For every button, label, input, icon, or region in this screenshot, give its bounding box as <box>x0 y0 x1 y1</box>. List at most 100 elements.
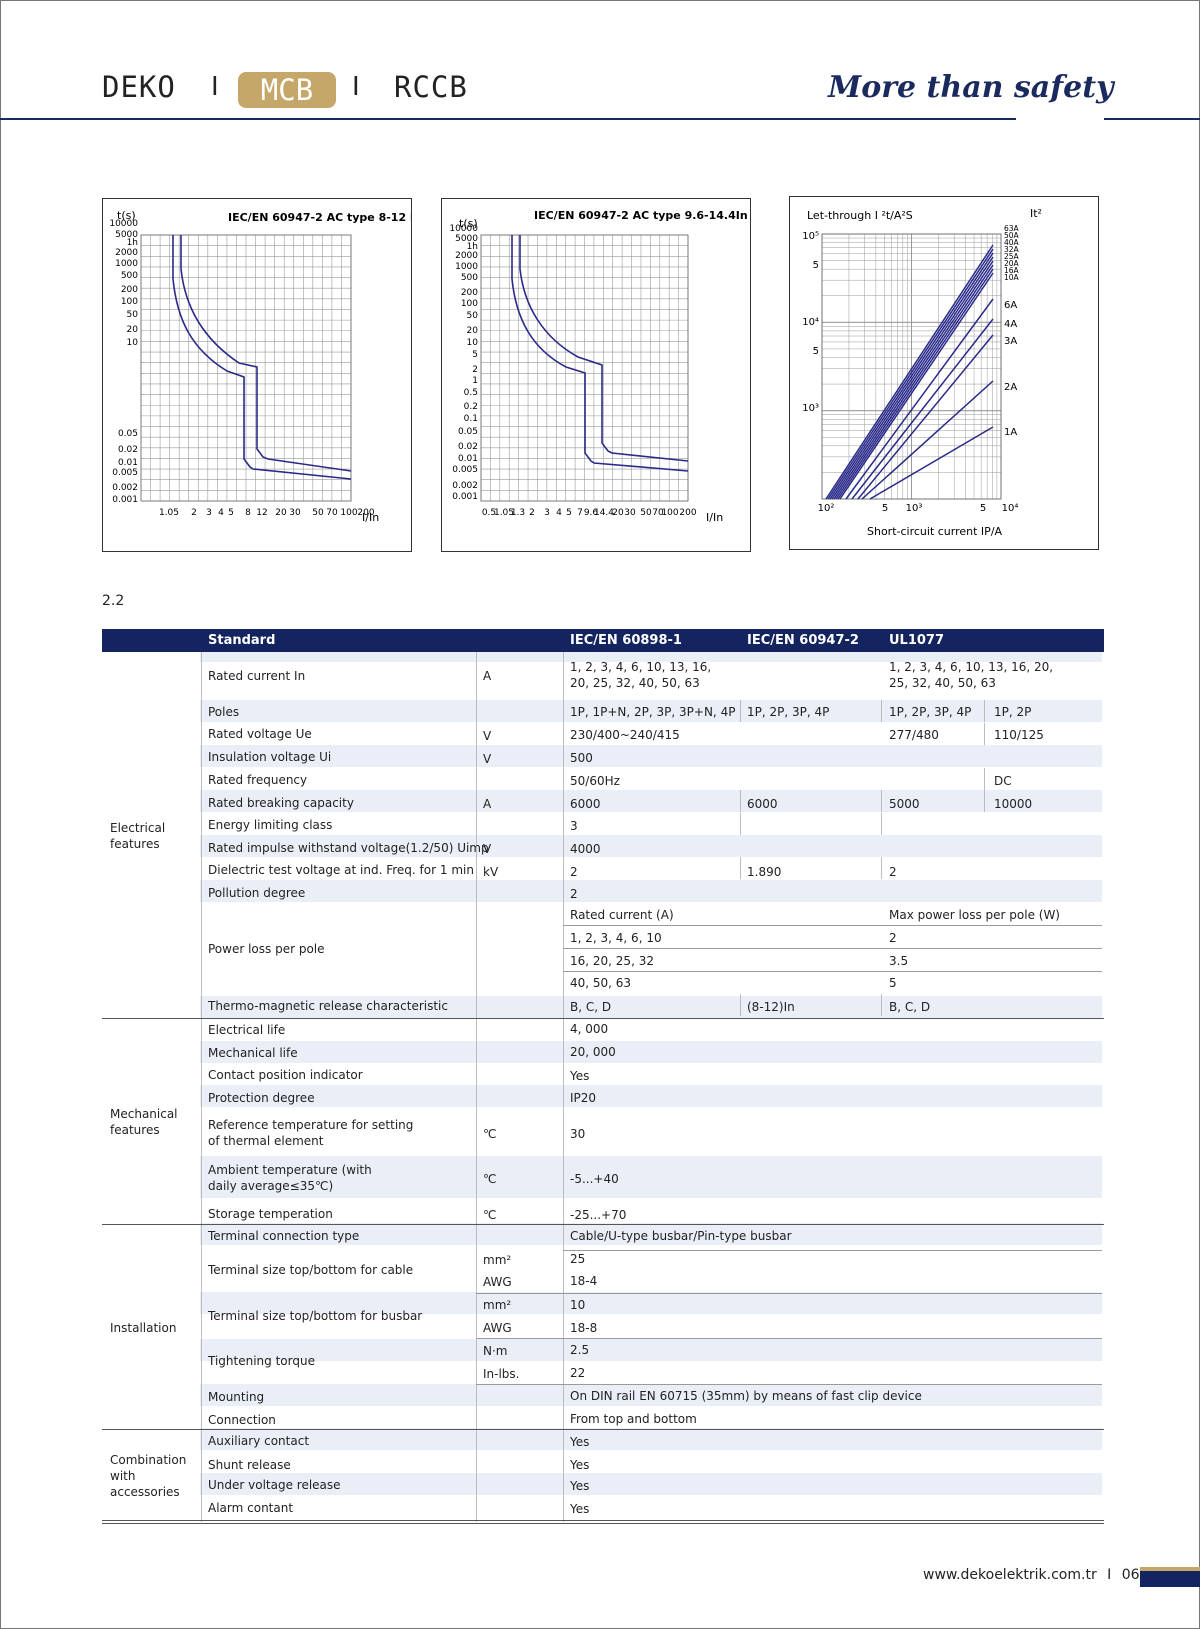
row-label: Poles <box>208 705 240 719</box>
row-band <box>200 1384 1102 1406</box>
row-divider <box>563 948 1102 949</box>
row-unit: V <box>483 842 492 856</box>
y-tick-label: 200 <box>461 288 478 298</box>
chart-3-title: Let-through I ²t/A²S <box>807 209 913 222</box>
x-tick-label: 9.6 <box>584 508 599 518</box>
row-band <box>200 1223 1102 1245</box>
row-value: IP20 <box>570 1091 597 1105</box>
y-tick-label: 10000 <box>449 224 478 234</box>
chart-2-ylabel: t(s) <box>459 217 478 230</box>
column-divider <box>984 790 985 812</box>
column-divider <box>984 768 985 790</box>
column-divider <box>984 700 985 722</box>
header-iec-60947: IEC/EN 60947-2 <box>747 633 859 648</box>
row-value: 1P, 1P+N, 2P, 3P, 3P+N, 4P <box>570 705 736 719</box>
row-unit: In-lbs. <box>483 1367 520 1381</box>
column-divider <box>476 652 477 1522</box>
column-divider <box>740 813 741 835</box>
y-tick-label: 10000 <box>109 219 138 229</box>
group-label-combination: accessories <box>110 1485 180 1499</box>
trip-curve <box>511 235 689 472</box>
row-unit: N·m <box>483 1344 508 1358</box>
y-tick-label: 0.05 <box>118 429 138 439</box>
x-tick-label: 1.3 <box>511 508 525 518</box>
plot-area <box>480 234 689 502</box>
row-value: 1, 2, 3, 4, 6, 10, 13, 16, 20, <box>889 660 1054 674</box>
row-divider <box>102 1429 1104 1430</box>
group-label-combination: Combination <box>110 1453 187 1467</box>
row-label: Terminal connection type <box>208 1229 360 1243</box>
row-divider <box>102 1018 1104 1019</box>
footer-url[interactable]: www.dekoelektrik.com.tr I 06 <box>923 1567 1140 1583</box>
row-value: 10000 <box>994 797 1033 811</box>
row-value: 1P, 2P, 3P, 4P <box>747 705 830 719</box>
x-tick-label: 20 <box>275 508 287 518</box>
row-label: Pollution degree <box>208 886 306 900</box>
plot-area <box>821 233 1002 500</box>
row-value: Yes <box>570 1069 590 1083</box>
series-label: 6A <box>1004 300 1017 311</box>
y-tick-label: 2000 <box>455 251 478 261</box>
x-tick-label: 5 <box>566 508 572 518</box>
website-link[interactable]: www.dekoelektrik.com.tr <box>923 1567 1097 1583</box>
header-ul1077: UL1077 <box>889 633 945 648</box>
row-value: 5 <box>889 976 897 990</box>
y-tick-label: 0.5 <box>464 388 478 398</box>
series-label: 4A <box>1004 319 1017 330</box>
tab-rccb[interactable]: RCCB <box>394 70 468 104</box>
x-tick-label: 70 <box>652 508 664 518</box>
header-rule <box>1104 118 1200 120</box>
series-label: 3A <box>1004 336 1017 347</box>
row-label: Contact position indicator <box>208 1068 363 1082</box>
let-through-line <box>861 380 994 500</box>
chart-1-svg: t(s) IEC/EN 60947-2 AC type 8-12 In I/In… <box>109 209 411 524</box>
y-tick-label: 50 <box>127 310 139 320</box>
trip-curve <box>519 235 689 462</box>
footer-separator: I <box>1107 1567 1112 1583</box>
trip-curve <box>172 235 352 480</box>
column-divider <box>881 857 882 879</box>
y-tick-label: 0.002 <box>112 483 138 493</box>
x-tick-label: 200 <box>679 508 696 518</box>
column-divider <box>740 994 741 1016</box>
x-tick-label: 7 <box>577 508 583 518</box>
group-label-installation: Installation <box>110 1321 177 1335</box>
let-through-line <box>831 256 994 500</box>
row-label: Thermo-magnetic release characteristic <box>208 999 448 1013</box>
row-value: -5...+40 <box>570 1172 619 1186</box>
chart-1-ylabel: t(s) <box>117 209 136 222</box>
row-value: 1P, 2P <box>994 705 1032 719</box>
footer-accent <box>1140 1567 1200 1571</box>
tab-mcb[interactable]: MCB <box>238 72 336 108</box>
row-value: 22 <box>570 1366 586 1380</box>
row-value: 277/480 <box>889 728 939 742</box>
row-label: Electrical life <box>208 1023 286 1037</box>
let-through-line <box>837 268 994 500</box>
row-band <box>200 652 1102 662</box>
row-value: 10 <box>570 1298 586 1312</box>
plot-area <box>140 234 352 502</box>
series-label: 2A <box>1004 382 1017 393</box>
row-value: 50/60Hz <box>570 774 620 788</box>
row-value: B, C, D <box>570 1000 612 1014</box>
row-value: 16, 20, 25, 32 <box>570 954 654 968</box>
row-label: Insulation voltage Ui <box>208 750 332 764</box>
y-tick-label: 0.02 <box>458 442 478 452</box>
y-tick-label: 5000 <box>115 230 138 240</box>
x-tick-label: 2 <box>191 508 197 518</box>
x-tick-label: 4 <box>556 508 562 518</box>
row-value: Yes <box>570 1502 590 1516</box>
group-label-combination: with <box>110 1469 136 1483</box>
row-divider <box>476 1384 1102 1385</box>
y-tick-label: 0.005 <box>112 468 138 478</box>
let-through-line <box>851 318 994 500</box>
row-divider <box>563 971 1102 972</box>
row-value: 30 <box>570 1127 586 1141</box>
y-tick-label: 200 <box>121 285 138 295</box>
column-divider <box>881 813 882 835</box>
header-standard: Standard <box>208 633 276 648</box>
chart-2-title: IEC/EN 60947-2 AC type 9.6-14.4In <box>534 209 748 222</box>
chart-3-xlabel: Short-circuit current IP/A <box>867 525 1003 538</box>
x-tick-label: 5 <box>980 503 986 514</box>
y-tick-label: 10 <box>467 338 479 348</box>
